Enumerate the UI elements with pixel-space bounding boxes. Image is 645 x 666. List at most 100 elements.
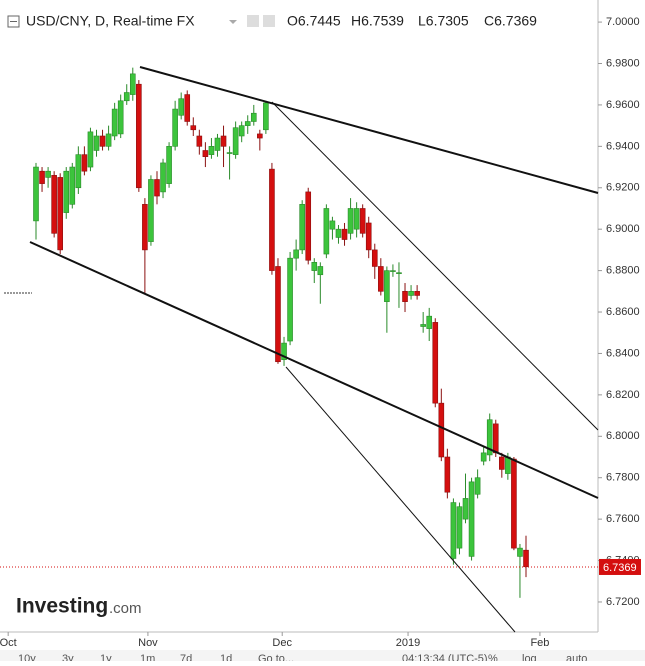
candle-body [486,419,493,456]
y-tick-label: 6.8200 [606,389,640,401]
candle-body [33,166,39,222]
candle-body [438,402,445,458]
candle-body [396,272,402,274]
plot-area [33,67,529,598]
candle-body [196,135,203,147]
candle-body [232,127,239,155]
candle-body [160,162,166,193]
candle-body [45,170,51,178]
candle-body [257,133,263,139]
range-button[interactable]: 3y [62,653,74,665]
open-value: O6.7445 [287,13,341,29]
candle-body [69,166,76,205]
candle-body [305,191,312,261]
candle-body [250,112,257,122]
candle-body [220,135,227,147]
candle-body [414,291,420,296]
range-button[interactable]: 1d [220,653,232,665]
candle-body [39,170,45,184]
candle-body [390,270,396,272]
y-tick-label: 6.7800 [606,472,640,484]
y-tick-label: 6.8000 [606,430,640,442]
scale-option[interactable]: auto [566,653,587,665]
candle-body [129,73,136,95]
collapse-icon[interactable] [7,15,20,28]
candle-body [329,220,336,230]
candle-body [214,137,221,151]
candle-body [378,266,384,292]
trend-line [139,66,599,194]
settings-icon[interactable] [263,15,275,27]
candle-body [293,249,299,259]
clock: 04:13:34 (UTC-5) [402,653,488,661]
candle-body [75,154,82,189]
candle-body [172,108,178,147]
candle-body [456,506,463,549]
y-tick-label: 6.8600 [606,306,640,318]
candle-body [105,133,112,147]
range-button[interactable]: 1m [140,653,155,665]
candle-body [341,228,348,240]
candle-body [426,315,433,329]
x-tick-label: Nov [138,637,158,649]
candle-body [402,291,408,302]
candle-body [275,266,281,363]
scale-option[interactable]: log [522,653,537,665]
trend-line [29,241,599,499]
eye-icon[interactable] [247,15,259,27]
close-value: C6.7369 [484,13,537,29]
candle-body [63,170,70,213]
candle-body [299,204,305,251]
candle-body [238,125,245,137]
y-tick-label: 6.7200 [606,596,640,608]
range-button[interactable]: 1y [100,653,112,665]
dropdown-arrow[interactable] [229,20,237,24]
candle-body [136,83,142,189]
candle-body [420,324,426,327]
candle-body [190,125,197,131]
candle-body [359,208,366,234]
candle-body [480,452,487,462]
x-tick-label: Dec [272,637,292,649]
candle-body [148,179,154,242]
candle-body [123,92,130,102]
candle-body [468,481,475,557]
scale-option[interactable]: % [488,653,498,665]
candle-body [408,291,414,296]
candle-body [474,477,481,495]
candle-body [142,204,148,251]
goto-button[interactable]: Go to... [258,653,294,665]
range-button[interactable]: 10y [18,653,36,665]
candle-body [499,456,505,470]
candle-body [93,135,100,151]
y-tick-label: 6.9400 [606,140,640,152]
range-button[interactable]: 7d [180,653,192,665]
candle-body [323,208,330,255]
last-price-box [599,558,641,575]
candle-body [317,266,324,276]
candle-body [353,208,360,230]
candle-body [166,146,172,184]
candle-body [208,146,215,155]
candle-body [154,179,160,197]
candle-body [450,502,457,559]
candle-body [184,94,191,122]
candle-body [444,456,451,493]
trend-lines [29,66,599,633]
symbol: USD/CNY, D, Real-time FX [26,13,195,29]
candle-body [517,547,523,557]
trend-line [271,101,599,431]
candle-body [505,456,511,474]
y-tick-label: 6.9800 [606,57,640,69]
y-tick-label: 6.9600 [606,99,640,111]
candle-body [371,249,378,267]
candle-body [287,257,293,342]
candle-body [311,262,318,271]
candle-body [51,175,57,234]
low-value: L6.7305 [418,13,469,29]
logo-suffix: .com [109,600,142,617]
candle-body [87,131,94,168]
logo-name: Investing [16,595,108,618]
